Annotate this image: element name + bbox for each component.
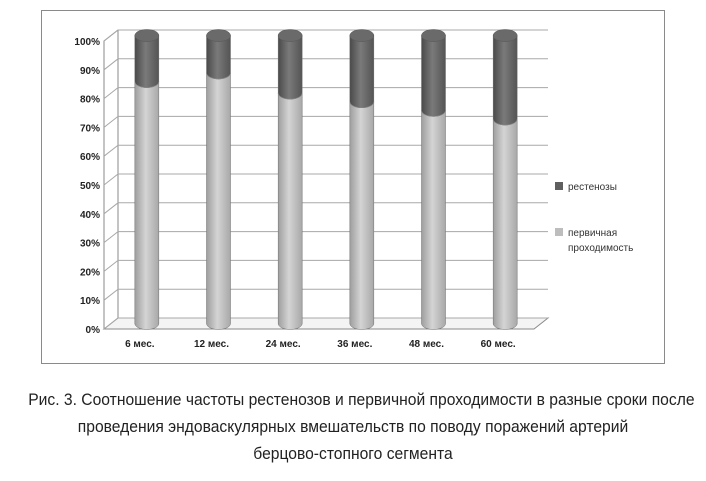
caption-line-1: Рис. 3. Соотношение частоты рестенозов и… xyxy=(28,390,695,409)
bar-segment-primary-patency xyxy=(421,110,446,330)
y-tick-label: 70% xyxy=(80,123,100,134)
bar-top-cap xyxy=(421,29,446,42)
bar-top-cap xyxy=(492,29,518,42)
bar-segment-divider xyxy=(277,93,303,100)
y-tick-label: 100% xyxy=(74,37,100,48)
stacked-cylinder-chart: 0% 10% 20% 30% 40% 50% 60% 70% 80% 90% 100% 6 мес.… xyxy=(74,29,633,350)
bar-top-cap xyxy=(134,29,160,42)
bar-segment-primary-patency xyxy=(492,118,518,330)
bars xyxy=(134,29,518,330)
bar-top-cap xyxy=(277,29,303,42)
y-tick-label: 20% xyxy=(80,267,100,278)
x-category-label: 48 мес. xyxy=(409,339,444,350)
bar-segment-primary-patency xyxy=(349,101,375,330)
legend-label-restenosis: рестенозы xyxy=(568,182,617,193)
gridline xyxy=(103,173,548,186)
caption-line-3: берцово-стопного сегмента xyxy=(253,444,453,463)
floor-plane xyxy=(102,317,550,330)
y-tick-label: 60% xyxy=(80,152,100,163)
bar-segment-restenosis xyxy=(349,35,375,108)
bar-segment-primary-patency xyxy=(277,93,303,330)
bar-segment-restenosis xyxy=(277,35,303,100)
bar-segment-divider xyxy=(421,110,446,117)
bar-top-cap xyxy=(349,29,375,42)
y-tick-label: 80% xyxy=(80,95,100,106)
y-tick-label: 90% xyxy=(80,66,100,77)
bar-top-cap xyxy=(206,29,231,42)
y-tick-label: 50% xyxy=(80,181,100,192)
y-tick-label: 10% xyxy=(80,296,100,307)
bar-segment-primary-patency xyxy=(206,72,231,330)
x-category-label: 6 мес. xyxy=(125,339,155,350)
y-tick-label: 30% xyxy=(80,239,100,250)
gridline xyxy=(103,87,548,99)
legend-swatch-restenosis xyxy=(555,182,563,190)
bar-segment-restenosis xyxy=(206,35,231,80)
y-axis-tick-labels: 0% 10% 20% 30% 40% 50% 60% 70% 80% 90% 100% xyxy=(74,37,100,336)
x-category-label: 12 мес. xyxy=(194,339,229,350)
bar-segment-restenosis xyxy=(134,35,160,88)
gridline xyxy=(103,144,548,157)
gridline xyxy=(103,202,548,215)
bar-segment-primary-patency xyxy=(134,81,160,330)
figure-caption: Рис. 3. Соотношение частоты рестенозов и… xyxy=(28,386,695,467)
legend: рестенозы первичная проходимость xyxy=(555,182,633,254)
bar-segment-divider xyxy=(206,72,231,80)
bar-segment-divider xyxy=(492,118,518,126)
legend-label-primary-patency-line1: первичная xyxy=(568,228,617,239)
gridline xyxy=(103,231,548,243)
chart-frame: 0% 10% 20% 30% 40% 50% 60% 70% 80% 90% 100% 6 мес.… xyxy=(41,10,665,364)
gridline xyxy=(103,259,548,272)
bar-segment-restenosis xyxy=(492,35,518,126)
x-category-label: 36 мес. xyxy=(337,339,372,350)
legend-swatch-primary-patency xyxy=(555,228,563,236)
x-axis-category-labels: 6 мес. 12 мес. 24 мес. 36 мес. 48 мес. 60 мес… xyxy=(125,339,516,350)
legend-label-primary-patency-line2: проходимость xyxy=(568,243,633,254)
gridline xyxy=(103,288,548,301)
bar-segment-restenosis xyxy=(421,35,446,117)
gridline xyxy=(103,58,548,71)
x-category-label: 24 мес. xyxy=(266,339,301,350)
y-tick-label: 0% xyxy=(86,325,101,336)
y-tick-label: 40% xyxy=(80,210,100,221)
gridline xyxy=(103,29,548,42)
gridline xyxy=(103,115,548,128)
bar-segment-divider xyxy=(134,81,160,88)
x-category-label: 60 мес. xyxy=(481,339,516,350)
gridline xyxy=(103,317,548,330)
caption-line-2: проведения эндоваскулярных вмешательств … xyxy=(77,417,629,436)
bar-segment-divider xyxy=(349,101,375,109)
gridlines xyxy=(102,29,550,330)
